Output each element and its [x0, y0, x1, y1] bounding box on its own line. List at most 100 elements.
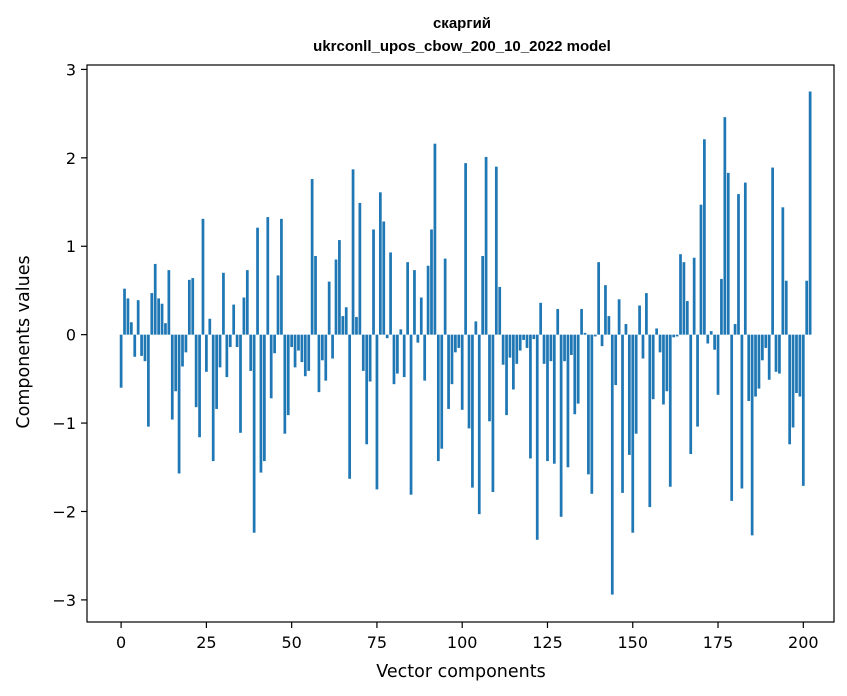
bar-55 [307, 334, 311, 371]
bar-70 [358, 202, 362, 335]
bar-76 [378, 192, 382, 335]
bar-142 [604, 285, 607, 335]
bar-58 [317, 334, 321, 393]
bar-107 [484, 156, 488, 335]
bar-43 [266, 217, 270, 335]
bar-65 [341, 316, 345, 335]
bar-120 [529, 334, 532, 459]
bar-165 [682, 262, 686, 335]
bar-112 [501, 334, 505, 365]
bar-22 [194, 334, 198, 408]
bar-14 [167, 270, 171, 335]
y-tick-label: −1 [52, 414, 76, 433]
bar-62 [331, 334, 334, 359]
bar-38 [249, 334, 253, 371]
bar-49 [286, 334, 290, 416]
bar-180 [733, 324, 737, 335]
bar-61 [327, 281, 331, 335]
bar-149 [627, 334, 631, 455]
bar-2 [126, 298, 130, 335]
bar-83 [402, 334, 406, 378]
bar-85 [409, 334, 413, 495]
bar-186 [754, 334, 757, 397]
bar-131 [566, 334, 570, 468]
bar-172 [706, 334, 710, 344]
bar-1 [123, 288, 126, 335]
x-tick-label: 100 [447, 633, 478, 652]
bar-198 [795, 334, 798, 394]
bar-7 [143, 334, 147, 362]
x-tick-label: 0 [116, 633, 126, 652]
bar-126 [549, 334, 553, 362]
bar-202 [808, 91, 812, 335]
bar-53 [300, 334, 304, 363]
bar-175 [716, 334, 720, 395]
bar-21 [191, 278, 195, 335]
bar-109 [491, 334, 495, 493]
bar-148 [624, 324, 628, 335]
bar-160 [665, 334, 669, 392]
y-tick-label: 2 [66, 149, 76, 168]
bar-94 [440, 334, 444, 449]
bar-190 [767, 334, 771, 380]
bar-154 [645, 293, 648, 335]
bar-26 [208, 318, 212, 335]
bar-199 [798, 334, 802, 397]
bar-111 [498, 286, 502, 335]
bar-152 [638, 305, 641, 335]
bar-67 [348, 334, 352, 479]
bar-33 [232, 304, 236, 335]
bar-192 [774, 334, 778, 372]
bar-75 [375, 334, 379, 490]
bar-51 [293, 334, 297, 368]
bar-81 [396, 334, 399, 374]
bar-73 [368, 334, 372, 382]
bar-74 [372, 229, 375, 335]
bar-130 [563, 334, 566, 362]
bar-46 [276, 275, 280, 335]
bar-136 [583, 332, 587, 335]
bar-56 [310, 179, 314, 335]
bar-110 [494, 166, 498, 335]
bar-64 [338, 240, 341, 335]
bar-139 [593, 334, 597, 337]
bar-138 [590, 334, 594, 494]
bar-188 [761, 334, 764, 361]
bar-30 [222, 272, 225, 335]
bar-182 [740, 334, 744, 489]
chart-subtitle: ukrconll_upos_cbow_200_10_2022 model [313, 38, 611, 55]
bar-29 [218, 334, 222, 368]
bar-59 [320, 334, 324, 361]
bar-15 [170, 334, 174, 420]
x-tick-label: 150 [617, 633, 648, 652]
y-tick-label: 1 [66, 237, 76, 256]
bar-95 [443, 258, 447, 335]
x-tick-label: 125 [532, 633, 563, 652]
bar-119 [525, 334, 529, 348]
bar-155 [648, 334, 652, 508]
bar-170 [699, 204, 703, 335]
y-tick-label: 3 [66, 60, 76, 79]
chart-title: скаргий [433, 15, 491, 32]
bars-group [119, 91, 812, 595]
bar-82 [399, 329, 403, 335]
x-tick-label: 50 [281, 633, 301, 652]
bar-102 [467, 334, 471, 429]
bar-20 [187, 279, 191, 335]
bar-9 [150, 293, 154, 335]
bar-159 [662, 334, 665, 405]
bar-153 [641, 334, 645, 359]
bar-12 [160, 303, 164, 335]
bar-156 [651, 334, 655, 400]
bar-96 [447, 334, 450, 409]
bar-115 [512, 334, 515, 390]
bar-163 [675, 334, 679, 337]
bar-10 [153, 263, 157, 335]
y-tick-label: −3 [52, 591, 76, 610]
bar-24 [201, 218, 205, 335]
bar-40 [256, 227, 259, 335]
bar-169 [696, 334, 699, 427]
bar-68 [351, 169, 355, 335]
bar-6 [140, 334, 143, 356]
bar-134 [576, 334, 580, 404]
